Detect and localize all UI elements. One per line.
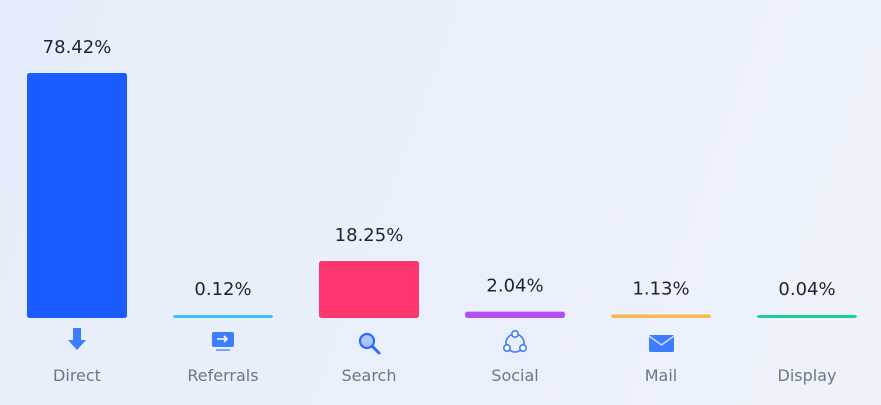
icon-mail xyxy=(649,335,674,352)
icon-search-handle xyxy=(370,344,381,355)
bar xyxy=(465,311,565,318)
icon-referrals-arrow xyxy=(217,335,229,343)
x-tick-label: Referrals xyxy=(187,366,258,385)
bar xyxy=(319,260,419,318)
bar xyxy=(611,314,711,318)
value-label: 0.04% xyxy=(778,279,835,300)
value-label: 0.12% xyxy=(194,279,251,300)
x-tick-label: Search xyxy=(342,366,397,385)
value-label: 1.13% xyxy=(632,278,689,299)
icon-referrals-stand xyxy=(216,349,230,351)
value-label: 78.42% xyxy=(43,37,112,58)
x-tick-label: Display xyxy=(778,366,837,385)
bar xyxy=(757,315,857,318)
bar xyxy=(173,315,273,318)
icon-social-node xyxy=(518,343,527,352)
icon-search xyxy=(358,332,376,350)
x-tick-label: Mail xyxy=(645,366,678,385)
category-icons xyxy=(68,328,675,355)
x-tick-label: Social xyxy=(491,366,538,385)
icon-mail-flap xyxy=(648,335,675,346)
icon-direct xyxy=(68,328,86,350)
icon-social-node xyxy=(510,329,519,338)
value-label: 18.25% xyxy=(335,225,404,246)
icon-social-node xyxy=(502,343,511,352)
bar xyxy=(27,73,127,318)
value-label: 2.04% xyxy=(486,276,543,297)
x-tick-label: Direct xyxy=(53,366,101,385)
